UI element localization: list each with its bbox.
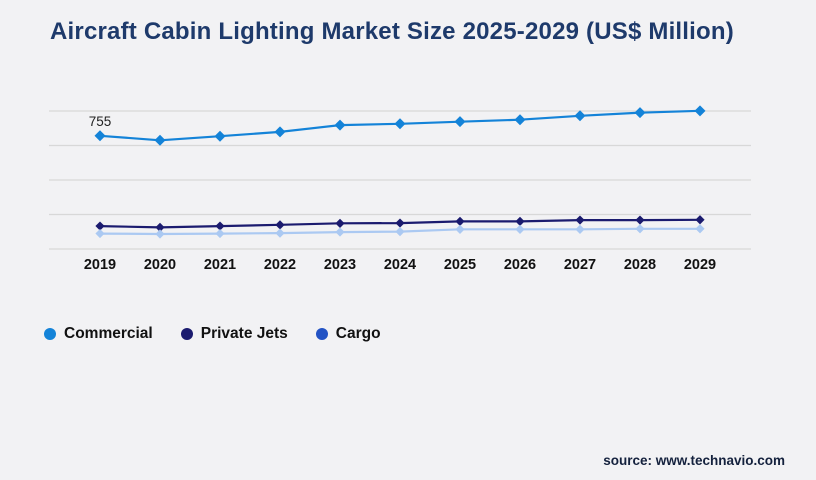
page-title: Aircraft Cabin Lighting Market Size 2025… — [50, 18, 734, 45]
data-point-commercial — [514, 114, 526, 126]
legend-dot-cargo — [315, 328, 328, 340]
x-axis-label: 2026 — [503, 257, 537, 273]
x-axis-label: 2019 — [83, 257, 117, 273]
legend-item-private-jets[interactable]: Private Jets — [180, 325, 288, 343]
x-axis-label: 2025 — [443, 257, 477, 273]
data-point-private-jets — [695, 215, 705, 225]
legend-item-commercial[interactable]: Commercial — [44, 325, 153, 343]
data-point-commercial — [454, 116, 466, 128]
data-point-commercial — [214, 130, 226, 142]
data-point-commercial — [394, 118, 406, 130]
data-point-cargo — [335, 227, 345, 237]
x-axis-label: 2028 — [623, 257, 657, 273]
x-axis-label: 2021 — [203, 257, 237, 273]
data-point-commercial — [274, 126, 286, 138]
data-point-private-jets — [455, 216, 465, 226]
x-axis-label: 2022 — [263, 257, 297, 273]
source-attribution: source: www.technavio.com — [603, 453, 785, 468]
data-point-commercial — [574, 110, 586, 122]
x-axis-label: 2024 — [383, 257, 417, 273]
data-point-commercial — [154, 134, 166, 146]
data-point-cargo — [155, 229, 165, 239]
data-point-private-jets — [395, 218, 405, 228]
data-point-cargo — [395, 227, 405, 237]
legend-dot-private-jets — [180, 328, 193, 340]
legend-item-cargo[interactable]: Cargo — [315, 325, 381, 343]
data-point-private-jets — [95, 221, 105, 231]
x-axis-label: 2023 — [323, 257, 357, 273]
legend-label: Cargo — [335, 325, 381, 342]
data-point-private-jets — [215, 221, 225, 231]
data-point-private-jets — [335, 218, 345, 228]
data-point-commercial — [634, 107, 646, 119]
x-axis-label: 2029 — [683, 257, 717, 273]
legend-label: Commercial — [64, 325, 153, 342]
data-point-private-jets — [275, 220, 285, 230]
data-point-private-jets — [155, 222, 165, 232]
chart-legend: Commercial Private Jets Cargo — [44, 325, 381, 343]
legend-label: Private Jets — [200, 325, 288, 342]
data-point-cargo — [695, 224, 705, 234]
data-point-private-jets — [635, 215, 645, 225]
data-point-cargo — [215, 228, 225, 239]
data-point-commercial — [334, 119, 346, 131]
data-point-private-jets — [515, 216, 525, 226]
data-point-commercial — [694, 105, 706, 117]
data-point-cargo — [95, 228, 105, 239]
data-point-cargo — [455, 224, 465, 234]
data-point-cargo — [515, 224, 525, 234]
data-point-cargo — [635, 224, 645, 234]
legend-dot-commercial — [44, 328, 56, 340]
data-point-private-jets — [575, 215, 585, 225]
x-axis-label: 2020 — [143, 257, 177, 273]
data-point-label: 755 — [89, 114, 112, 129]
data-point-cargo — [575, 224, 585, 234]
x-axis-label: 2027 — [563, 257, 597, 273]
data-point-commercial — [94, 130, 106, 142]
data-point-cargo — [275, 228, 285, 238]
